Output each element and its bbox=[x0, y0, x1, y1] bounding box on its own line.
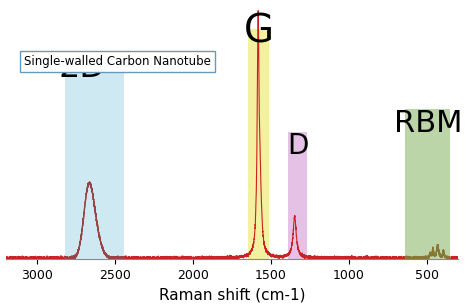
Bar bbox=[65, 68, 124, 259]
Bar bbox=[405, 109, 450, 259]
Text: G: G bbox=[244, 12, 274, 51]
Text: RBM: RBM bbox=[394, 109, 463, 138]
Text: Single-walled Carbon Nanotube: Single-walled Carbon Nanotube bbox=[24, 55, 210, 68]
Bar bbox=[248, 29, 269, 259]
Text: 2D: 2D bbox=[58, 51, 106, 84]
Text: D: D bbox=[287, 132, 308, 160]
X-axis label: Raman shift (cm-1): Raman shift (cm-1) bbox=[159, 287, 305, 302]
Bar bbox=[288, 132, 307, 259]
